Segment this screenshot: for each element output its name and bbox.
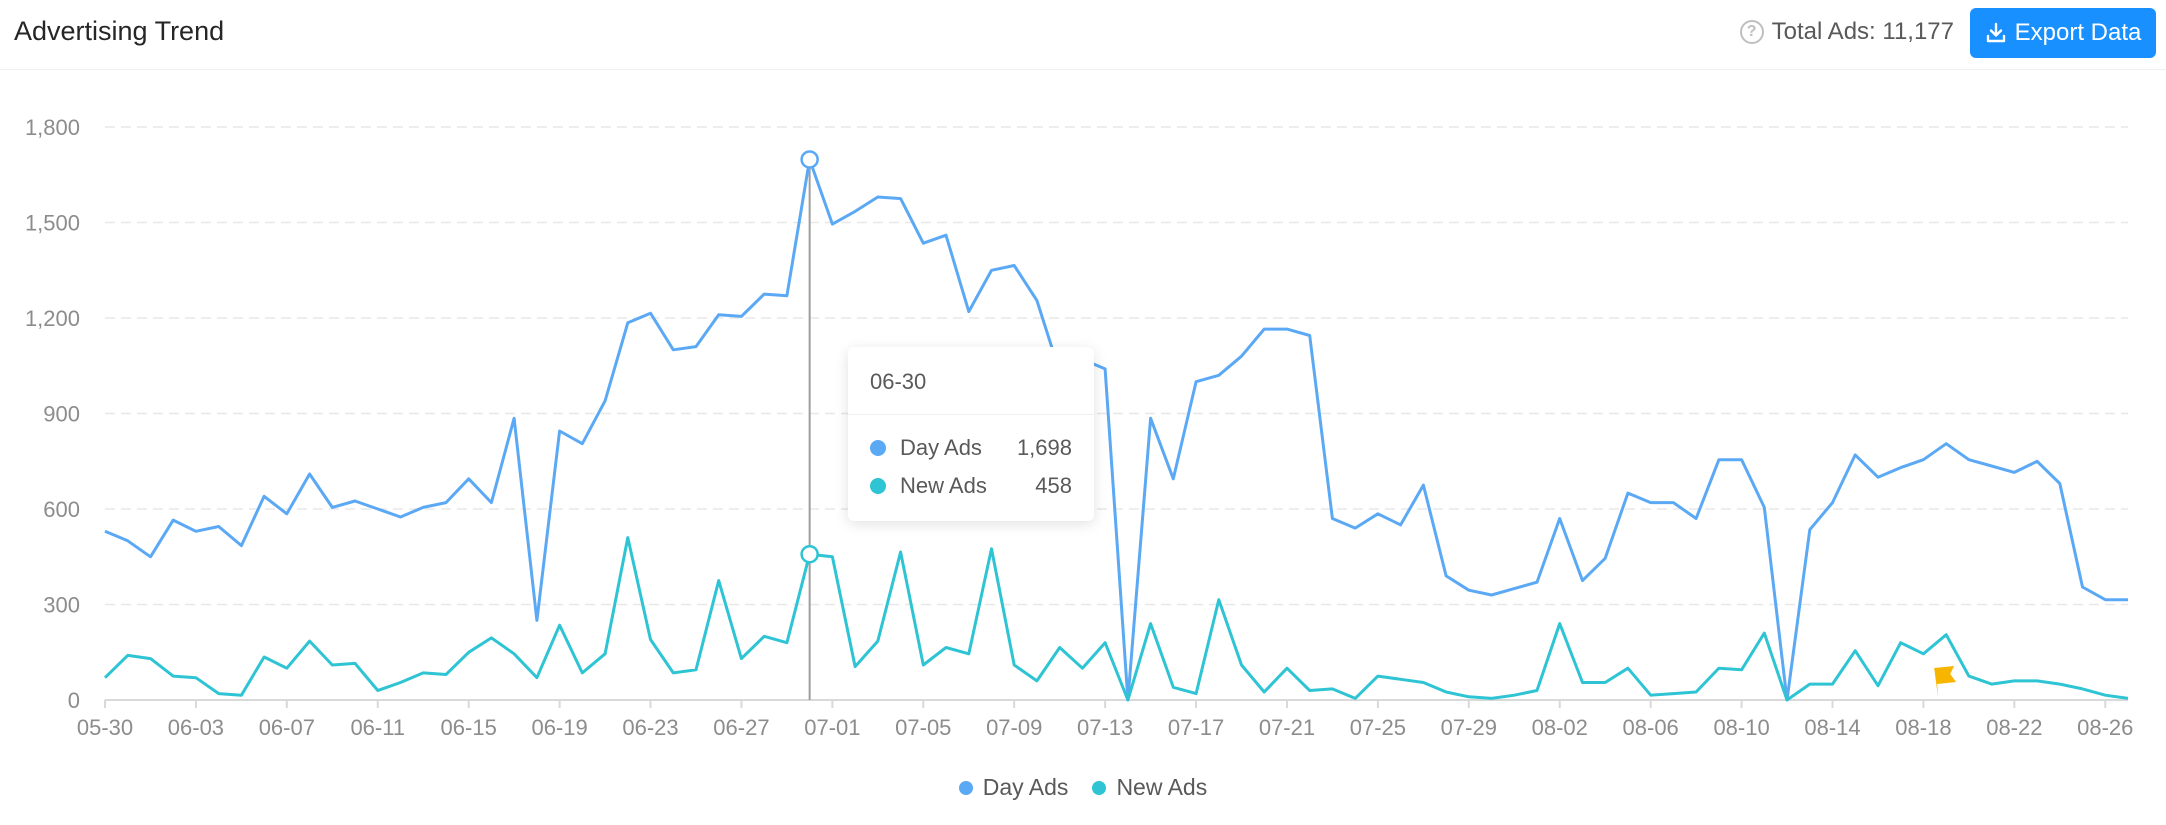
tooltip-row-new-ads: New Ads 458 (870, 473, 1072, 499)
y-tick-label: 600 (43, 497, 80, 522)
y-axis: 0 300 600 900 1,200 1,500 1,800 (25, 115, 80, 713)
flag-shape (1934, 666, 1957, 698)
new-ads-legend-icon (1092, 780, 1107, 795)
x-tick-label: 06-23 (622, 715, 678, 740)
tooltip-value: 1,698 (1016, 435, 1072, 460)
hover-marker (800, 150, 819, 169)
tooltip-value: 458 (1035, 473, 1072, 498)
tooltip-name: New Ads (900, 473, 987, 498)
x-tick-label: 07-09 (986, 715, 1042, 740)
y-grid (105, 126, 2128, 606)
x-tick-label: 08-10 (1713, 715, 1769, 740)
series-group (103, 158, 2129, 702)
tooltip-name: Day Ads (900, 435, 982, 460)
y-tick-label: 0 (68, 688, 80, 713)
legend-item-new-ads[interactable]: New Ads (1092, 774, 1207, 801)
y-tick-label: 1,200 (25, 306, 80, 331)
x-tick-label: 07-29 (1441, 715, 1497, 740)
x-tick-label: 08-26 (2077, 715, 2133, 740)
x-tick-label: 06-19 (531, 715, 587, 740)
chart-title: Advertising Trend (14, 16, 225, 46)
tooltip-date: 06-30 (870, 369, 927, 394)
export-data-button[interactable]: Export Data (1970, 8, 2156, 58)
tooltip-row-day-ads: Day Ads 1,698 (870, 435, 1072, 461)
x-tick-label: 06-07 (259, 715, 315, 740)
total-ads-label: Total Ads: 11,177 (1771, 18, 1954, 45)
x-tick-label: 08-22 (1986, 715, 2042, 740)
x-tick-label: 06-15 (441, 715, 497, 740)
help-icon[interactable]: ? (1739, 20, 1764, 44)
tooltip-divider (848, 414, 1094, 415)
series-line-new-ads (103, 536, 2129, 702)
x-tick-label: 06-11 (350, 715, 405, 740)
export-data-label: Export Data (2014, 19, 2142, 46)
legend-label: Day Ads (982, 774, 1069, 800)
day-ads-legend-icon (958, 780, 973, 795)
total-ads: ? Total Ads: 11,177 (1739, 18, 1954, 46)
flag-icon[interactable] (1934, 666, 1957, 698)
legend: Day Ads New Ads (0, 774, 2166, 801)
new-ads-dot-icon (870, 478, 886, 494)
x-tick-label: 07-13 (1077, 715, 1133, 740)
x-tick-label: 07-25 (1350, 715, 1406, 740)
legend-label: New Ads (1116, 774, 1208, 800)
x-tick-label: 06-27 (713, 715, 769, 740)
legend-item-day-ads[interactable]: Day Ads (958, 774, 1069, 801)
x-tick-label: 05-30 (77, 715, 133, 740)
day-ads-dot-icon (870, 440, 886, 456)
x-tick-label: 08-14 (1804, 715, 1860, 740)
x-tick-label: 08-18 (1895, 715, 1951, 740)
x-tick-label: 06-03 (168, 715, 224, 740)
x-tick-label: 07-01 (804, 715, 860, 740)
hover-marker (800, 544, 819, 564)
chart-header: Advertising Trend ? Total Ads: 11,177 Ex… (0, 0, 2166, 70)
x-tick-label: 07-21 (1259, 715, 1315, 740)
series-line-day-ads (104, 158, 2128, 702)
x-tick-label: 08-02 (1532, 715, 1588, 740)
x-axis: 05-30 06-03 06-07 06-11 06-15 06-19 06-23 06-27… (77, 699, 2133, 740)
x-tick-label: 07-05 (895, 715, 951, 740)
trend-chart[interactable]: 0 300 600 900 1,200 1,500 1,800 05-30 06-03 06-0… (0, 70, 2166, 760)
y-tick-label: 300 (43, 593, 80, 618)
y-tick-label: 900 (43, 402, 80, 427)
y-tick-label: 1,500 (25, 211, 80, 236)
y-tick-label: 1,800 (25, 115, 80, 140)
hover-markers (800, 150, 819, 564)
download-icon (1986, 22, 2005, 43)
x-tick-label: 07-17 (1168, 715, 1224, 740)
tooltip: 06-30 Day Ads 1,698 New Ads 458 (848, 347, 1094, 521)
x-tick-label: 08-06 (1623, 715, 1679, 740)
